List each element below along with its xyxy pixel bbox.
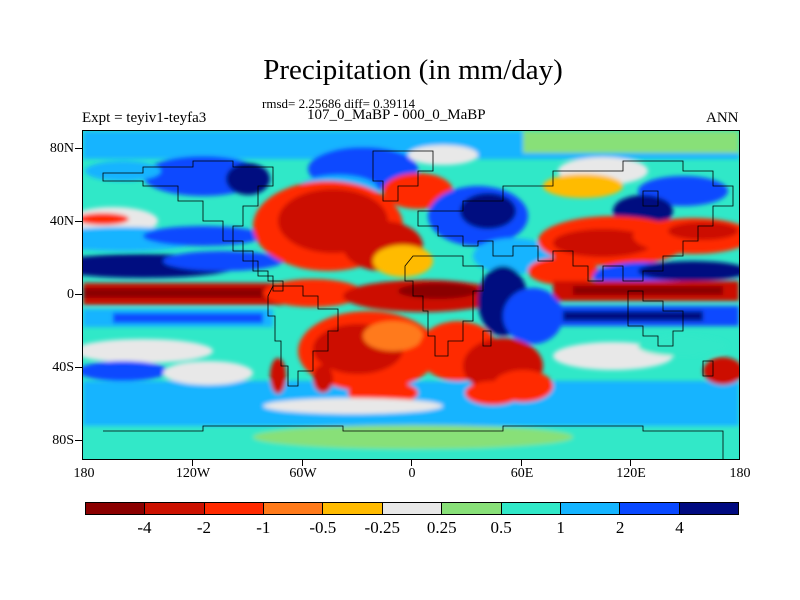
lat-tick <box>75 294 82 295</box>
lat-label-40s: 40S <box>52 360 74 375</box>
colorbar-swatch <box>264 503 324 514</box>
colorbar-swatch <box>145 503 205 514</box>
colorbar <box>85 502 739 515</box>
colorbar-swatch <box>323 503 383 514</box>
lon-label-0: 0 <box>408 466 416 481</box>
lat-tick <box>75 367 82 368</box>
colorbar-label: 4 <box>675 518 684 537</box>
colorbar-label: -1 <box>256 518 271 537</box>
colorbar-label: -0.25 <box>364 518 400 537</box>
lon-label-120e: 120E <box>616 466 646 481</box>
lon-label-180w: 180 <box>73 466 95 481</box>
colorbar-label: 1 <box>556 518 565 537</box>
lon-label-120w: 120W <box>175 466 211 481</box>
season-label: ANN <box>706 110 739 126</box>
colorbar-swatch <box>86 503 146 514</box>
lat-tick <box>75 148 82 149</box>
coastlines <box>102 150 734 459</box>
colorbar-swatch <box>382 503 443 514</box>
lon-label-60e: 60E <box>510 466 534 481</box>
colorbar-swatch <box>442 503 502 514</box>
lon-tick <box>521 460 522 466</box>
lat-label-80n: 80N <box>49 141 74 156</box>
colorbar-label: -0.5 <box>309 518 337 537</box>
colorbar-label: 0.25 <box>426 518 457 537</box>
colorbar-label: -4 <box>137 518 152 537</box>
colorbar-swatch <box>679 503 738 514</box>
colorbar-label: -2 <box>196 518 211 537</box>
subtitle: 107_0_MaBP - 000_0_MaBP <box>307 107 486 123</box>
chart-title: Precipitation (in mm/day) <box>263 54 563 86</box>
colorbar-swatch <box>560 503 621 514</box>
precipitation-map <box>82 130 740 460</box>
lat-label-0: 0 <box>67 287 74 302</box>
colorbar-swatch <box>501 503 561 514</box>
lat-tick <box>75 440 82 441</box>
lat-label-40n: 40N <box>49 214 74 229</box>
lon-tick <box>192 460 193 466</box>
lon-tick <box>630 460 631 466</box>
colorbar-swatch <box>204 503 265 514</box>
colorbar-label: 2 <box>615 518 625 537</box>
lon-tick <box>302 460 303 466</box>
map-field <box>83 131 739 459</box>
lon-label-180e: 180 <box>729 466 751 481</box>
colorbar-swatch <box>620 503 680 514</box>
lon-label-60w: 60W <box>289 466 317 481</box>
experiment-label: Expt = teyiv1-teyfa3 <box>82 110 207 126</box>
lat-label-80s: 80S <box>52 433 74 448</box>
colorbar-label: 0.5 <box>490 518 512 537</box>
stats-line: rmsd= 2.25686 diff= 0.39114 <box>262 96 415 111</box>
lat-tick <box>75 221 82 222</box>
lon-tick <box>411 460 412 466</box>
